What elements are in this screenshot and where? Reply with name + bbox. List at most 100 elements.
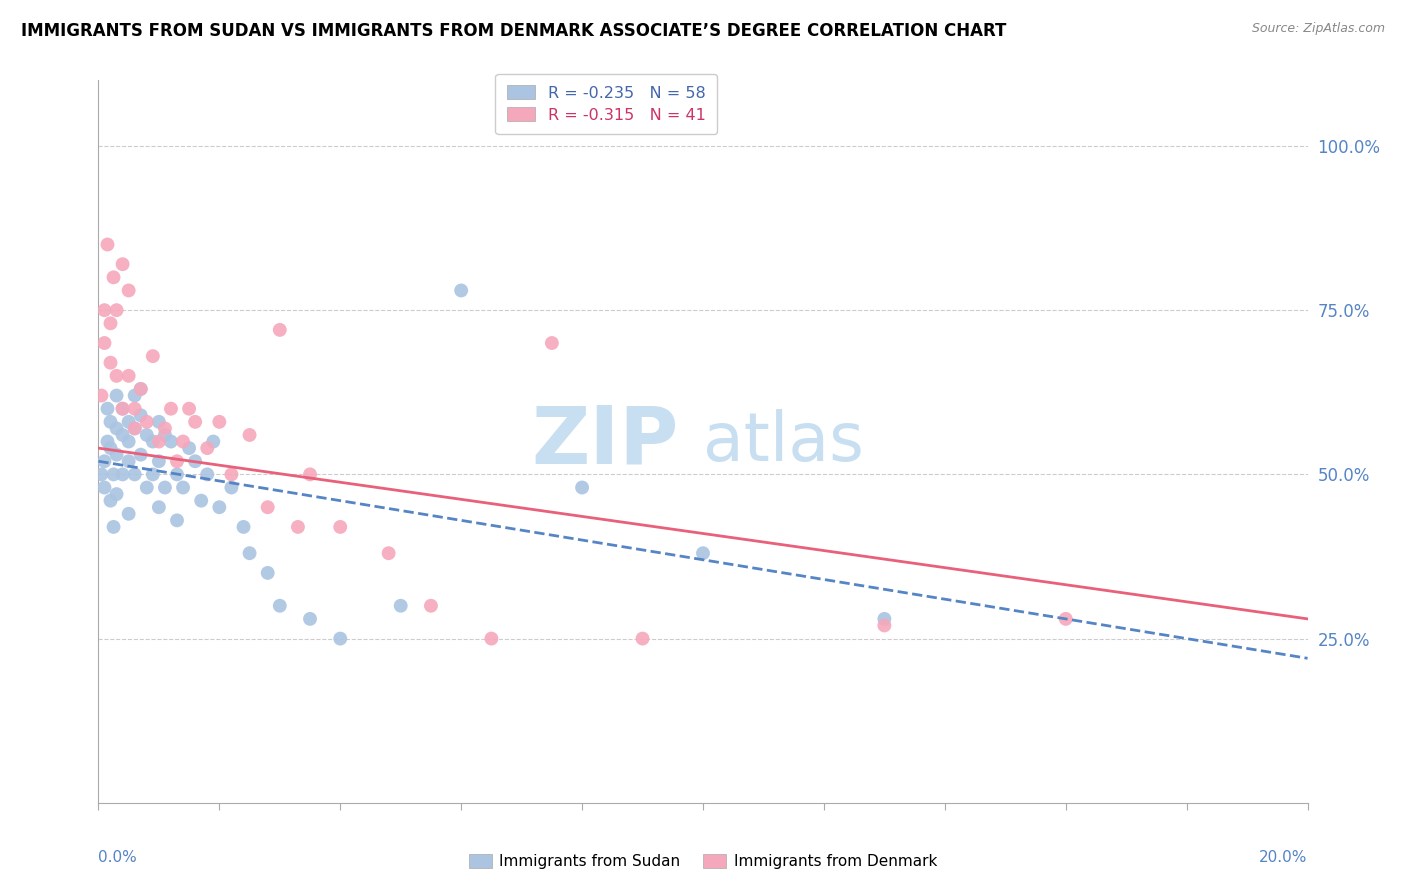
Point <box>124 388 146 402</box>
Point <box>103 520 125 534</box>
Point <box>329 632 352 646</box>
Point <box>166 454 188 468</box>
Point <box>105 388 128 402</box>
Point <box>179 401 201 416</box>
Point <box>100 493 122 508</box>
Point <box>105 487 128 501</box>
Point <box>100 415 122 429</box>
Point <box>172 481 194 495</box>
Point <box>118 368 141 383</box>
Point <box>239 546 262 560</box>
Point <box>129 382 152 396</box>
Point <box>1054 612 1077 626</box>
Legend: R = -0.235   N = 58, R = -0.315   N = 41: R = -0.235 N = 58, R = -0.315 N = 41 <box>495 74 717 134</box>
Point <box>118 507 141 521</box>
Point <box>148 500 170 515</box>
Point <box>118 415 141 429</box>
Point <box>221 467 243 482</box>
Point <box>93 481 115 495</box>
Point <box>135 415 157 429</box>
Point <box>153 428 176 442</box>
Point <box>93 303 115 318</box>
Point <box>118 434 141 449</box>
Point <box>148 434 170 449</box>
Point <box>129 448 152 462</box>
Point <box>377 546 399 560</box>
Point <box>389 599 412 613</box>
Point <box>329 520 352 534</box>
Point <box>100 316 122 330</box>
Point <box>208 500 231 515</box>
Point <box>692 546 714 560</box>
Point <box>184 415 207 429</box>
Point <box>135 481 157 495</box>
Point <box>96 434 118 449</box>
Point <box>111 401 134 416</box>
Text: 20.0%: 20.0% <box>1260 850 1308 864</box>
Text: IMMIGRANTS FROM SUDAN VS IMMIGRANTS FROM DENMARK ASSOCIATE’S DEGREE CORRELATION : IMMIGRANTS FROM SUDAN VS IMMIGRANTS FROM… <box>21 22 1007 40</box>
Point <box>179 441 201 455</box>
Point <box>481 632 503 646</box>
Point <box>90 388 112 402</box>
Point <box>129 382 152 396</box>
Point <box>631 632 654 646</box>
Point <box>232 520 254 534</box>
Point <box>160 434 183 449</box>
Point <box>148 454 170 468</box>
Point <box>450 284 472 298</box>
Point <box>256 500 278 515</box>
Point <box>105 303 128 318</box>
Point <box>103 270 125 285</box>
Point <box>124 401 146 416</box>
Point <box>256 566 278 580</box>
Text: 0.0%: 0.0% <box>98 850 138 864</box>
Point <box>166 467 188 482</box>
Text: ZIP: ZIP <box>531 402 679 481</box>
Point <box>873 612 896 626</box>
Point <box>93 454 115 468</box>
Point <box>571 481 593 495</box>
Point <box>287 520 309 534</box>
Text: atlas: atlas <box>703 409 863 475</box>
Point <box>299 467 322 482</box>
Point <box>221 481 243 495</box>
Point <box>111 401 134 416</box>
Point <box>299 612 322 626</box>
Point <box>124 421 146 435</box>
Point <box>96 237 118 252</box>
Point <box>142 467 165 482</box>
Point <box>239 428 262 442</box>
Point <box>160 401 183 416</box>
Point <box>420 599 443 613</box>
Point <box>202 434 225 449</box>
Point <box>129 409 152 423</box>
Point <box>269 323 291 337</box>
Point <box>124 467 146 482</box>
Point <box>195 467 218 482</box>
Point <box>269 599 291 613</box>
Point <box>142 434 165 449</box>
Point <box>172 434 194 449</box>
Point <box>111 467 134 482</box>
Point <box>105 448 128 462</box>
Point <box>100 441 122 455</box>
Text: Source: ZipAtlas.com: Source: ZipAtlas.com <box>1251 22 1385 36</box>
Point <box>124 421 146 435</box>
Point <box>135 428 157 442</box>
Point <box>873 618 896 632</box>
Point <box>105 368 128 383</box>
Point <box>195 441 218 455</box>
Point <box>111 428 134 442</box>
Point <box>153 421 176 435</box>
Point <box>118 454 141 468</box>
Point <box>153 481 176 495</box>
Point <box>90 467 112 482</box>
Point <box>96 401 118 416</box>
Point <box>184 454 207 468</box>
Point <box>103 467 125 482</box>
Point <box>540 336 562 351</box>
Point <box>166 513 188 527</box>
Point <box>118 284 141 298</box>
Point <box>208 415 231 429</box>
Point <box>93 336 115 351</box>
